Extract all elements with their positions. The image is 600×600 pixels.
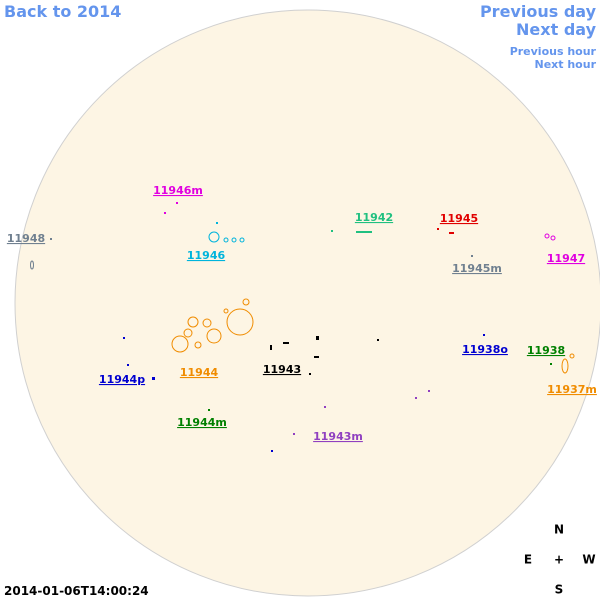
previous-hour-link[interactable]: Previous hour — [509, 45, 596, 58]
region-label[interactable]: 11944m — [177, 416, 227, 429]
spot-group-orange — [171, 298, 575, 374]
region-label[interactable]: 11943 — [263, 363, 301, 376]
region-label[interactable]: 11943m — [313, 430, 363, 443]
previous-day-link[interactable]: Previous day — [479, 2, 596, 21]
region-label[interactable]: 11944 — [180, 366, 219, 379]
region-label[interactable]: 11938o — [462, 343, 508, 356]
compass-west: W — [582, 553, 595, 567]
spot-group-cyan — [208, 231, 245, 243]
timestamp: 2014-01-06T14:00:24 — [4, 584, 149, 598]
region-label[interactable]: 11948 — [7, 232, 45, 245]
solar-disc — [14, 9, 600, 597]
region-label[interactable]: 11946 — [187, 249, 226, 262]
region-label[interactable]: 11942 — [355, 211, 393, 224]
next-hour-link[interactable]: Next hour — [534, 58, 597, 71]
spot-gray — [30, 260, 34, 270]
back-link[interactable]: Back to 2014 — [4, 2, 122, 21]
region-label[interactable]: 11937m — [547, 383, 597, 396]
region-label[interactable]: 11944p — [99, 373, 145, 386]
compass-south: S — [555, 583, 564, 597]
region-label[interactable]: 11947 — [547, 252, 585, 265]
compass-east: E — [524, 553, 532, 567]
region-label[interactable]: 11946m — [153, 184, 203, 197]
spots — [30, 231, 575, 374]
spot-group-magenta — [544, 233, 556, 241]
region-label[interactable]: 11945 — [440, 212, 478, 225]
region-label[interactable]: 11945m — [452, 262, 502, 275]
spot-dots — [50, 202, 552, 452]
next-day-link[interactable]: Next day — [516, 20, 596, 39]
region-labels: 11946m 11948 11946 11942 11945 11945m 11947 119… — [7, 184, 597, 443]
compass-center: + — [554, 553, 564, 567]
region-label[interactable]: 11938 — [527, 344, 565, 357]
compass-north: N — [554, 523, 564, 537]
